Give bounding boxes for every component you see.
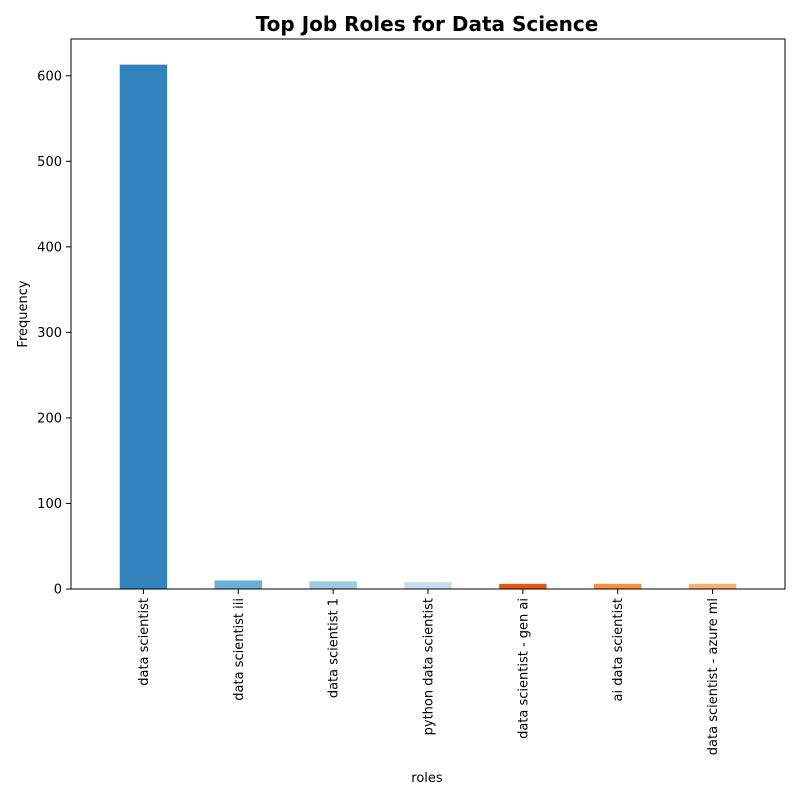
- bar-0: [119, 64, 168, 590]
- x-tick-label: ai data scientist: [611, 598, 626, 701]
- bar-6: [688, 583, 737, 589]
- x-tick-label: data scientist 1: [327, 598, 342, 698]
- y-axis-label: Frequency: [16, 280, 31, 347]
- y-tick-label: 400: [37, 240, 62, 255]
- y-tick-label: 100: [37, 497, 62, 512]
- x-axis: data scientist data scientist iii data sci…: [137, 589, 721, 755]
- bar-3: [404, 582, 452, 589]
- chart-title: Top Job Roles for Data Science: [256, 12, 599, 36]
- y-tick-label: 500: [37, 155, 62, 170]
- x-tick-label: data scientist: [137, 598, 152, 686]
- bar-1: [214, 580, 262, 589]
- x-axis-label: roles: [411, 771, 443, 786]
- x-tick-label: python data scientist: [422, 598, 437, 735]
- x-tick-label: data scientist iii: [232, 598, 247, 701]
- y-tick-label: 300: [37, 326, 62, 341]
- bar-5: [594, 583, 642, 589]
- plot-frame: [70, 38, 786, 590]
- y-tick-label: 0: [54, 583, 62, 598]
- y-tick-label: 600: [37, 69, 62, 84]
- x-tick-label: data scientist - gen ai: [516, 598, 531, 739]
- x-tick-label: data scientist - azure ml: [706, 598, 721, 755]
- y-tick-label: 200: [37, 411, 62, 426]
- bar-4: [499, 583, 547, 589]
- bar-2: [309, 581, 357, 589]
- bars: [119, 64, 737, 590]
- y-axis: 0 100 200 300 400 500 600: [37, 69, 71, 598]
